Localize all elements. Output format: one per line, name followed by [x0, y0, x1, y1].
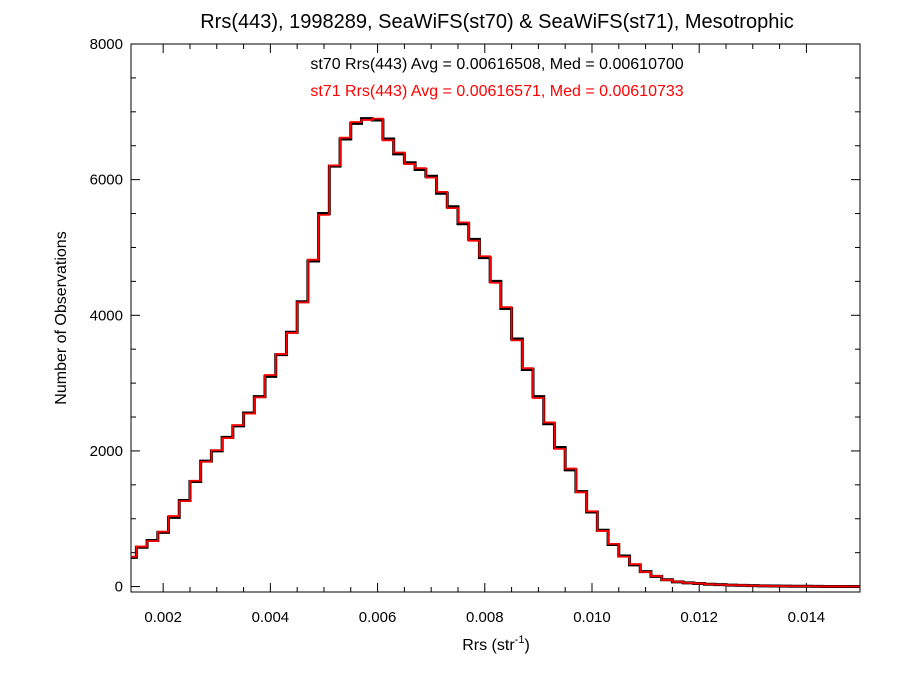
y-tick-label: 2000 [90, 443, 123, 460]
x-axis-label-main: Rrs (str [462, 637, 515, 654]
x-axis-label: Rrs (str-1) [462, 634, 530, 654]
st70-stats-annotation: st70 Rrs(443) Avg = 0.00616508, Med = 0.… [310, 56, 683, 73]
x-tick-label: 0.012 [680, 609, 718, 626]
chart-title: Rrs(443), 1998289, SeaWiFS(st70) & SeaWi… [200, 11, 794, 33]
x-tick-label: 0.014 [788, 609, 826, 626]
st71-stats-annotation: st71 Rrs(443) Avg = 0.00616571, Med = 0.… [310, 83, 683, 100]
st71-series-line [131, 117, 860, 588]
x-tick-label: 0.010 [573, 609, 611, 626]
y-tick-label: 6000 [90, 172, 123, 189]
y-tick-label: 4000 [90, 307, 123, 324]
x-tick-label: 0.008 [466, 609, 504, 626]
y-axis-label: Number of Observations [53, 231, 70, 404]
x-tick-label: 0.004 [252, 609, 290, 626]
y-tick-label: 8000 [90, 36, 123, 53]
x-axis-label-close: ) [524, 637, 529, 654]
y-tick-label: 0 [115, 579, 123, 596]
series-group [131, 117, 860, 589]
plot-frame [130, 43, 861, 593]
x-axis-ticks: 0.002 0.004 0.006 0.008 0.010 0.012 0.014 [144, 44, 825, 626]
x-tick-label: 0.002 [144, 609, 182, 626]
st70-series-line [131, 117, 860, 589]
y-axis-ticks: 0 2000 4000 6000 8000 [90, 36, 860, 596]
x-axis-label-superscript: -1 [515, 634, 525, 646]
x-tick-label: 0.006 [359, 609, 397, 626]
